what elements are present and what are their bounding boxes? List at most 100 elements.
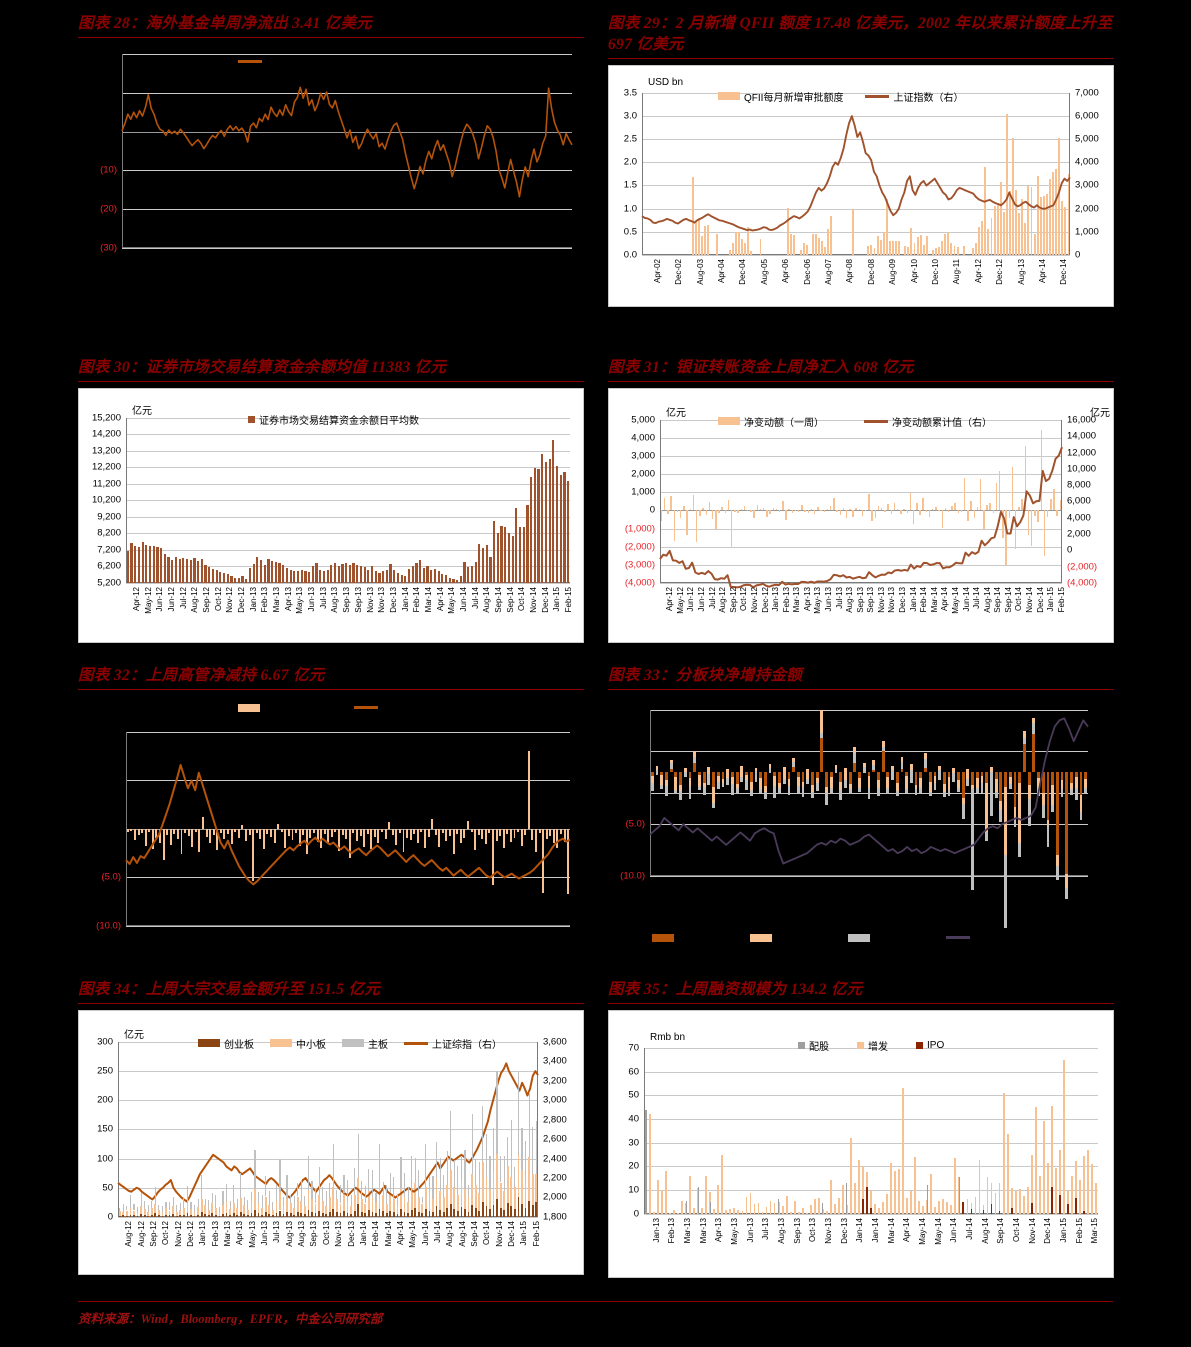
p32-bar (334, 828, 337, 832)
p35-bar (970, 1203, 973, 1214)
p32-bar (445, 828, 448, 841)
p33-bar (674, 777, 678, 790)
p35-ytick-left: 10 (628, 1184, 639, 1196)
p33-bar (928, 791, 932, 797)
p29-bar (904, 245, 907, 255)
p30-bar (293, 570, 296, 583)
p34-bar (247, 1215, 249, 1217)
p32-bar (345, 828, 348, 839)
p35-bar (1083, 1155, 1085, 1214)
p30-gridline (126, 434, 570, 436)
p34-bar-gray (492, 1127, 495, 1172)
p33-bar (947, 777, 951, 790)
p33-bar (877, 780, 880, 788)
p34-bar (510, 1176, 513, 1206)
p32-bar (295, 828, 298, 833)
p30-xtick: Dec-14 (540, 586, 550, 613)
p30-xtick: Jul-14 (470, 586, 480, 609)
p32-bar (413, 828, 416, 834)
p31-bar (973, 510, 975, 519)
p34-bar (449, 1170, 452, 1205)
p34-bar-gray (532, 1126, 534, 1174)
p31-gridline (660, 546, 1062, 548)
p31-bar (877, 506, 880, 511)
p33-bar (773, 776, 777, 786)
p31-yaxis (660, 419, 661, 583)
p30-gridline (126, 483, 570, 485)
p29-bar (919, 235, 922, 255)
p34-bar-gray (204, 1198, 206, 1206)
p34-bar (318, 1211, 320, 1217)
p28-gridline (122, 92, 572, 94)
p31-bar (762, 508, 765, 511)
p30-legend: 证券市场交易结算资金余额日平均数 (248, 412, 419, 427)
p32-bar (141, 828, 144, 833)
p34-bar (190, 1209, 192, 1216)
p31-ytick-left: (3,000) (624, 559, 655, 571)
p29-bar (759, 238, 762, 255)
p31-bar (829, 505, 832, 511)
p33-bar (1065, 873, 1069, 889)
p30-bar (552, 440, 555, 583)
p35-bar (1002, 1093, 1005, 1214)
p30-bar (141, 541, 144, 583)
p34-bar-gray (279, 1159, 281, 1192)
p31-bar (673, 510, 676, 541)
p33-bar (839, 772, 843, 782)
p29-xtick: Aug-11 (952, 258, 962, 285)
p34-bar (378, 1208, 381, 1217)
p29-bar (876, 236, 879, 255)
p33-bar (919, 772, 923, 779)
p33-bar (900, 761, 904, 770)
p33-bar (1041, 792, 1045, 806)
p35-bar (773, 1203, 776, 1214)
p34-bar-gray (151, 1200, 153, 1209)
figure-31-title: 图表 31：银证转账资金上周净汇入 608 亿元 (608, 359, 914, 376)
p30-bar (204, 564, 207, 583)
p34-bar (289, 1202, 292, 1214)
p34-bar (182, 1214, 185, 1217)
p35-bar (854, 1182, 856, 1214)
p31-bar (903, 508, 905, 511)
p31-bar (909, 492, 912, 511)
figure-32-panel: 图表 32：上周高管净减持 6.67 亿元 (5.0) (10.0) (78, 666, 584, 966)
figure-34-rule (78, 1002, 584, 1004)
p34-bar-gray (517, 1071, 519, 1156)
p34-bar-gray (332, 1144, 334, 1187)
p30-gridline (126, 500, 570, 502)
p29-ytick-left: 3.0 (623, 110, 637, 122)
p35-xtick: May-13 (730, 1217, 740, 1245)
p33-bar (848, 772, 852, 784)
p33-bar (688, 772, 692, 779)
p34-xtick: Feb-13 (210, 1220, 220, 1247)
p34-bar-gray (453, 1160, 455, 1187)
p29-legend-item: 上证指数（右） (865, 89, 963, 104)
p33-bar (778, 787, 781, 794)
p32-bar (205, 828, 208, 837)
p32-bar (302, 828, 305, 835)
p34-bar (207, 1209, 210, 1216)
p33-bar (999, 772, 1003, 802)
p34-bar (154, 1213, 157, 1217)
p35-bar (1050, 1105, 1053, 1214)
p31-bar (1040, 429, 1042, 511)
p34-bar-gray (300, 1179, 302, 1202)
p34-bar-gray (343, 1174, 345, 1193)
p34-bar (122, 1215, 125, 1217)
p35-bar (669, 1212, 672, 1214)
p28-ytick-left: (20) (100, 203, 117, 215)
p35-xtick: Dec-14 (1043, 1217, 1053, 1244)
p31-xtick: Oct-14 (1014, 586, 1024, 611)
p35-bar (833, 1203, 836, 1214)
p30-xtick: Dec-12 (237, 586, 246, 613)
p35-ytick-left: 30 (628, 1137, 639, 1149)
p34-bar-gray (361, 1181, 363, 1200)
p28-gridline (122, 131, 572, 133)
p29-bar (790, 234, 793, 255)
p34-bar (236, 1214, 239, 1217)
p33-bar (698, 775, 701, 786)
p32-bar (223, 828, 226, 839)
p29-bar (867, 245, 870, 255)
figure-31-plot: 5,000 4,000 3,000 2,000 1,000 0 (1,000) (2,000)… (608, 387, 1114, 643)
p30-bar (259, 560, 263, 583)
